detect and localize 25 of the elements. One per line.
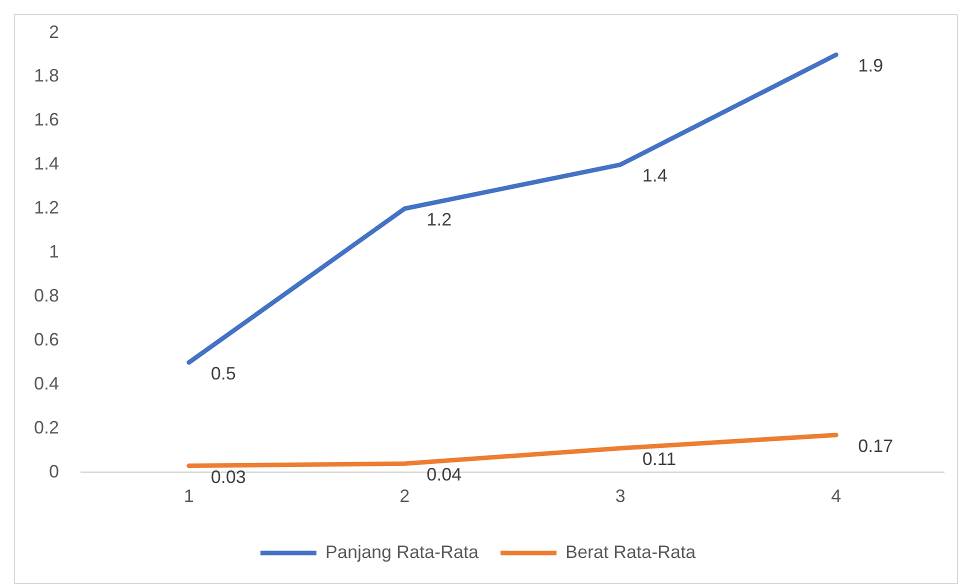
y-tick-label: 2: [49, 22, 60, 42]
y-tick-label: 1: [49, 242, 60, 262]
y-tick-label: 1.6: [34, 110, 60, 130]
data-label: 0.04: [426, 464, 462, 485]
data-label: 0.11: [642, 449, 676, 470]
y-tick-label: 1.4: [34, 154, 60, 174]
data-label: 0.5: [210, 363, 236, 384]
y-tick-label: 0.6: [34, 329, 60, 350]
x-tick-label: 2: [400, 486, 410, 506]
data-label: 1.9: [858, 56, 884, 76]
legend-label: Berat Rata-Rata: [566, 542, 697, 562]
data-label: 0.03: [210, 466, 246, 487]
y-tick-label: 1.8: [34, 66, 60, 86]
y-tick-label: 1.2: [34, 198, 60, 218]
x-tick-label: 1: [184, 486, 194, 506]
x-tick-label: 3: [615, 486, 626, 506]
data-label: 1.4: [642, 166, 668, 186]
x-tick-label: 4: [831, 486, 842, 506]
y-tick-label: 0.2: [34, 417, 60, 438]
y-tick-label: 0: [49, 461, 60, 482]
legend-label: Panjang Rata-Rata: [325, 542, 480, 562]
y-tick-label: 0.4: [34, 373, 60, 394]
y-tick-label: 0.8: [34, 286, 60, 306]
data-label: 1.2: [426, 210, 452, 230]
data-label: 0.17: [858, 436, 894, 456]
